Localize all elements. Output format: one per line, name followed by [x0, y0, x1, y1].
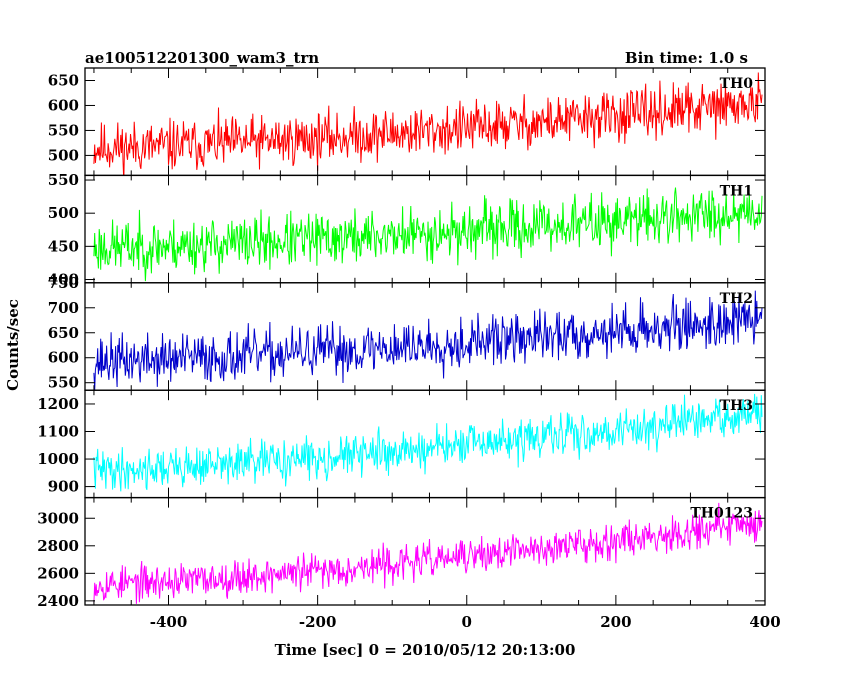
panel-frame — [84, 389, 766, 499]
panel-label: TH3 — [720, 398, 753, 414]
panel-stack: 500 550 600 650 TH0 400 450 500 550 TH1 550 600 650 7… — [37, 67, 781, 631]
panel-th0: 500 550 600 650 TH0 — [48, 67, 766, 177]
series-th0 — [93, 72, 763, 176]
y-tick-label: 450 — [48, 237, 79, 255]
y-axis-label: Counts/sec — [4, 299, 22, 391]
panel-label: TH0123 — [690, 506, 753, 522]
x-tick-label: 400 — [749, 613, 780, 631]
x-tick-label: -400 — [150, 613, 188, 631]
x-tick-label: -200 — [299, 613, 337, 631]
panel-label: TH0 — [720, 76, 754, 92]
panel-frame — [84, 174, 766, 284]
series-th1 — [93, 187, 763, 282]
x-tick-label: 0 — [462, 613, 472, 631]
panel-th0123: 2400 2600 2800 3000 TH0123 — [37, 496, 766, 610]
y-tick-label: 750 — [48, 274, 79, 292]
y-tick-label: 550 — [48, 121, 79, 139]
series-th0123 — [93, 502, 763, 604]
y-tick-label: 500 — [48, 204, 79, 222]
series-th2 — [93, 290, 763, 390]
bin-time-label: Bin time: 1.0 s — [625, 49, 748, 67]
series-th3 — [93, 393, 763, 492]
y-tick-label: 550 — [48, 171, 79, 189]
y-tick-label: 650 — [48, 324, 79, 342]
chart-title: ae100512201300_wam3_trn — [85, 49, 319, 67]
y-tick-label: 400 — [48, 270, 79, 288]
panel-th1: 400 450 500 550 TH1 — [48, 171, 766, 288]
y-tick-label: 3000 — [37, 509, 79, 527]
y-tick-label: 700 — [48, 299, 79, 317]
y-tick-label: 1000 — [37, 450, 79, 468]
panel-th2: 550 600 650 700 750 TH2 — [48, 274, 766, 392]
panel-label: TH1 — [720, 183, 753, 199]
panel-label: TH2 — [720, 291, 753, 307]
panel-th3: 900 1000 1100 1200 TH3 — [37, 389, 766, 499]
y-tick-label: 2400 — [37, 592, 79, 610]
y-tick-label: 1200 — [37, 395, 79, 413]
y-tick-label: 550 — [48, 374, 79, 392]
x-axis-label: Time [sec] 0 = 2010/05/12 20:13:00 — [275, 641, 576, 659]
y-tick-label: 600 — [48, 349, 79, 367]
y-tick-label: 2600 — [37, 564, 79, 582]
y-tick-label: 1100 — [37, 423, 79, 441]
panel-frame — [84, 496, 766, 606]
y-tick-label: 2800 — [37, 537, 79, 555]
y-tick-label: 650 — [48, 71, 79, 89]
y-tick-label: 500 — [48, 146, 79, 164]
y-tick-label: 600 — [48, 96, 79, 114]
x-tick-label: 200 — [600, 613, 631, 631]
y-tick-label: 900 — [48, 478, 79, 496]
